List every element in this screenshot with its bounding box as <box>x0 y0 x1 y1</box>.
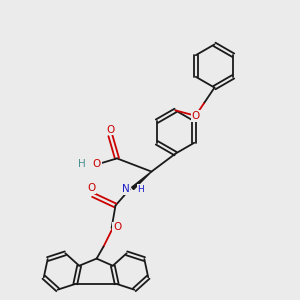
Text: O: O <box>87 183 96 194</box>
Text: N: N <box>122 184 130 194</box>
Polygon shape <box>132 172 152 190</box>
Text: H: H <box>138 185 144 194</box>
Text: H: H <box>78 159 86 169</box>
Text: O: O <box>113 222 121 233</box>
Text: O: O <box>191 111 200 121</box>
Text: O: O <box>92 159 101 169</box>
Text: O: O <box>106 124 115 135</box>
